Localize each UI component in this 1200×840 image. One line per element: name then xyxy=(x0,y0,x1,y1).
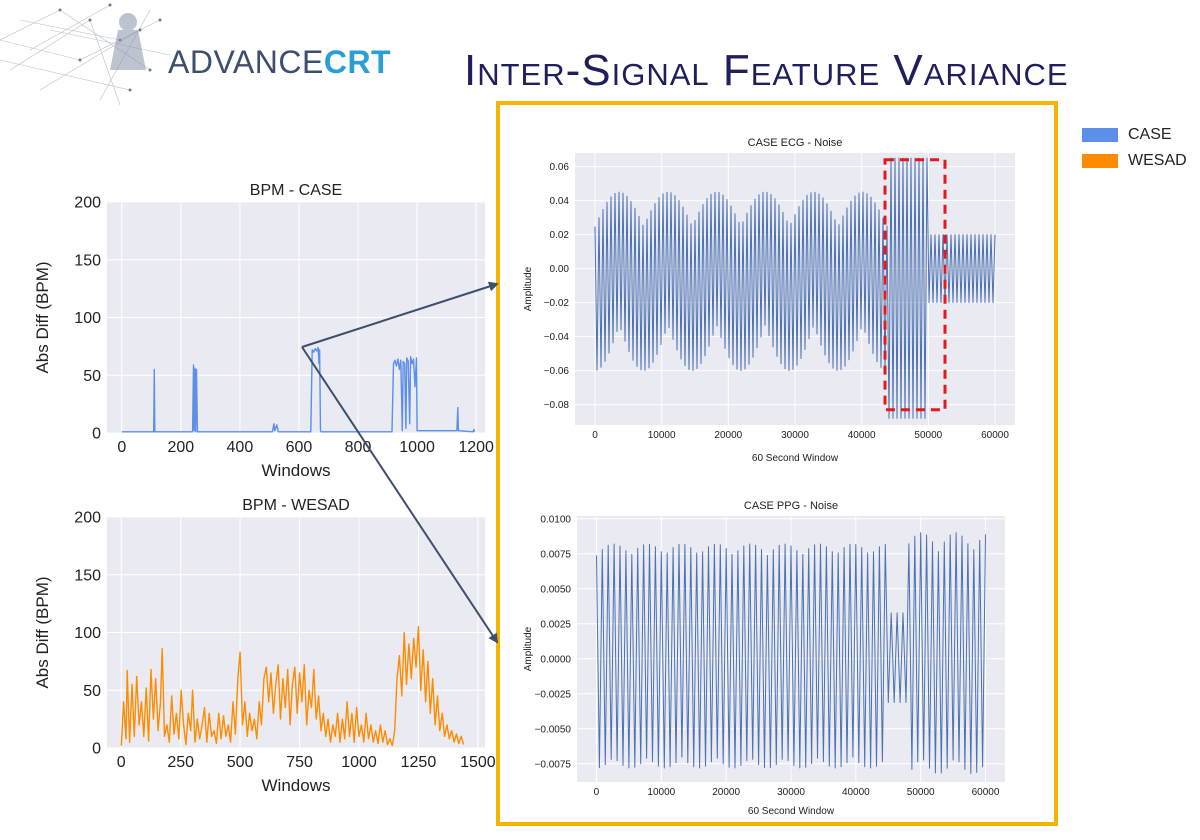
y-axis-label: Amplitude xyxy=(523,626,534,671)
y-tick-label: 100 xyxy=(74,625,101,642)
legend-label-case: CASE xyxy=(1128,126,1172,143)
y-axis-label: Amplitude xyxy=(523,266,534,311)
logo-word-advance: ADVANCE xyxy=(168,44,324,80)
highlight-dashed-rect xyxy=(883,158,947,412)
y-tick-label: −0.04 xyxy=(544,332,570,343)
series-line xyxy=(594,157,996,419)
y-tick-label: 0.0100 xyxy=(540,514,571,525)
y-tick-label: −0.0025 xyxy=(535,689,572,700)
x-tick-label: 60000 xyxy=(981,430,1009,441)
x-tick-label: 1000 xyxy=(341,754,377,771)
series-line xyxy=(120,626,465,747)
x-axis-label: Windows xyxy=(262,776,331,795)
chart-bpm-case: 0 200 400 600 800 1000 1200 0 50 100 150 200 BPM - C… xyxy=(33,182,494,480)
x-tick-label: 40000 xyxy=(842,787,870,798)
x-tick-label: 250 xyxy=(167,754,194,771)
y-tick-label: 0.0050 xyxy=(540,584,571,595)
chart-case-ecg-noise: 0 10000 20000 30000 40000 50000 60000 0.06 0.04 0… xyxy=(523,137,1015,464)
legend-label-wesad: WESAD xyxy=(1128,152,1187,169)
y-tick-label: −0.0075 xyxy=(535,759,572,770)
x-axis-label: 60 Second Window xyxy=(748,806,835,817)
x-tick-label: 60000 xyxy=(972,787,1000,798)
x-tick-label: 1500 xyxy=(460,754,495,771)
y-tick-label: −0.08 xyxy=(544,400,570,411)
x-tick-label: 1000 xyxy=(399,439,435,456)
x-tick-label: 50000 xyxy=(907,787,935,798)
x-tick-label: 40000 xyxy=(848,430,876,441)
x-tick-label: 50000 xyxy=(914,430,942,441)
x-tick-label: 10000 xyxy=(648,430,676,441)
x-tick-label: 600 xyxy=(286,439,313,456)
y-tick-label: 150 xyxy=(74,252,101,269)
y-tick-label: 0.0000 xyxy=(540,654,571,665)
x-axis-label: Windows xyxy=(262,461,331,480)
y-tick-label: 0.00 xyxy=(550,264,570,275)
y-tick-label: 100 xyxy=(74,310,101,327)
y-tick-label: 0.04 xyxy=(550,196,570,207)
y-tick-label: −0.06 xyxy=(544,366,570,377)
x-tick-label: 0 xyxy=(592,430,598,441)
y-tick-label: 0 xyxy=(92,426,101,443)
x-tick-label: 800 xyxy=(345,439,372,456)
logo-word-crt: CRT xyxy=(323,44,392,80)
y-tick-label: −0.02 xyxy=(544,298,570,309)
legend-swatch-case xyxy=(1082,128,1118,142)
x-tick-label: 30000 xyxy=(781,430,809,441)
x-axis-label: 60 Second Window xyxy=(752,453,839,464)
y-tick-label: 150 xyxy=(74,567,101,584)
y-tick-label: 0.0025 xyxy=(540,619,571,630)
y-tick-label: 200 xyxy=(74,510,101,527)
chart-title: CASE ECG - Noise xyxy=(748,137,843,149)
x-tick-label: 1200 xyxy=(458,439,494,456)
x-tick-label: 0 xyxy=(117,754,126,771)
x-tick-label: 400 xyxy=(227,439,254,456)
legend-item-case: CASE xyxy=(1082,122,1187,148)
y-tick-label: 0.0075 xyxy=(540,549,571,560)
y-tick-label: 0 xyxy=(92,741,101,758)
y-tick-label: 0.02 xyxy=(550,230,570,241)
slide-title: Inter-Signal Feature Variance xyxy=(464,46,1069,95)
y-axis-label: Abs Diff (BPM) xyxy=(33,576,52,688)
x-tick-label: 1250 xyxy=(401,754,437,771)
y-axis-label: Abs Diff (BPM) xyxy=(33,261,52,373)
chart-title: BPM - CASE xyxy=(250,182,342,199)
chart-title: BPM - WESAD xyxy=(242,497,350,514)
x-tick-label: 20000 xyxy=(714,430,742,441)
y-tick-label: 50 xyxy=(83,683,101,700)
highlight-box xyxy=(496,101,1058,826)
x-tick-label: 500 xyxy=(227,754,254,771)
y-tick-label: −0.0050 xyxy=(535,724,572,735)
legend: CASE WESAD xyxy=(1082,122,1187,174)
series-line xyxy=(596,532,986,774)
x-tick-label: 0 xyxy=(594,787,600,798)
legend-swatch-wesad xyxy=(1082,154,1118,168)
logo-text: ADVANCECRT xyxy=(168,44,391,81)
chart-bpm-wesad: 0 250 500 750 1000 1250 1500 0 50 100 150 200 BPM - … xyxy=(33,497,495,795)
legend-item-wesad: WESAD xyxy=(1082,148,1187,174)
x-tick-label: 20000 xyxy=(712,787,740,798)
y-tick-label: 50 xyxy=(83,368,101,385)
x-tick-label: 200 xyxy=(167,439,194,456)
chart-case-ppg-noise: 0 10000 20000 30000 40000 50000 60000 0.0100 0.0… xyxy=(523,500,1005,817)
logo-network-graphic xyxy=(0,3,171,106)
x-tick-label: 30000 xyxy=(777,787,805,798)
x-tick-label: 10000 xyxy=(647,787,675,798)
chart-title: CASE PPG - Noise xyxy=(744,500,838,512)
x-tick-label: 750 xyxy=(286,754,313,771)
y-tick-label: 0.06 xyxy=(550,162,570,173)
y-tick-label: 200 xyxy=(74,195,101,212)
x-tick-label: 0 xyxy=(117,439,126,456)
